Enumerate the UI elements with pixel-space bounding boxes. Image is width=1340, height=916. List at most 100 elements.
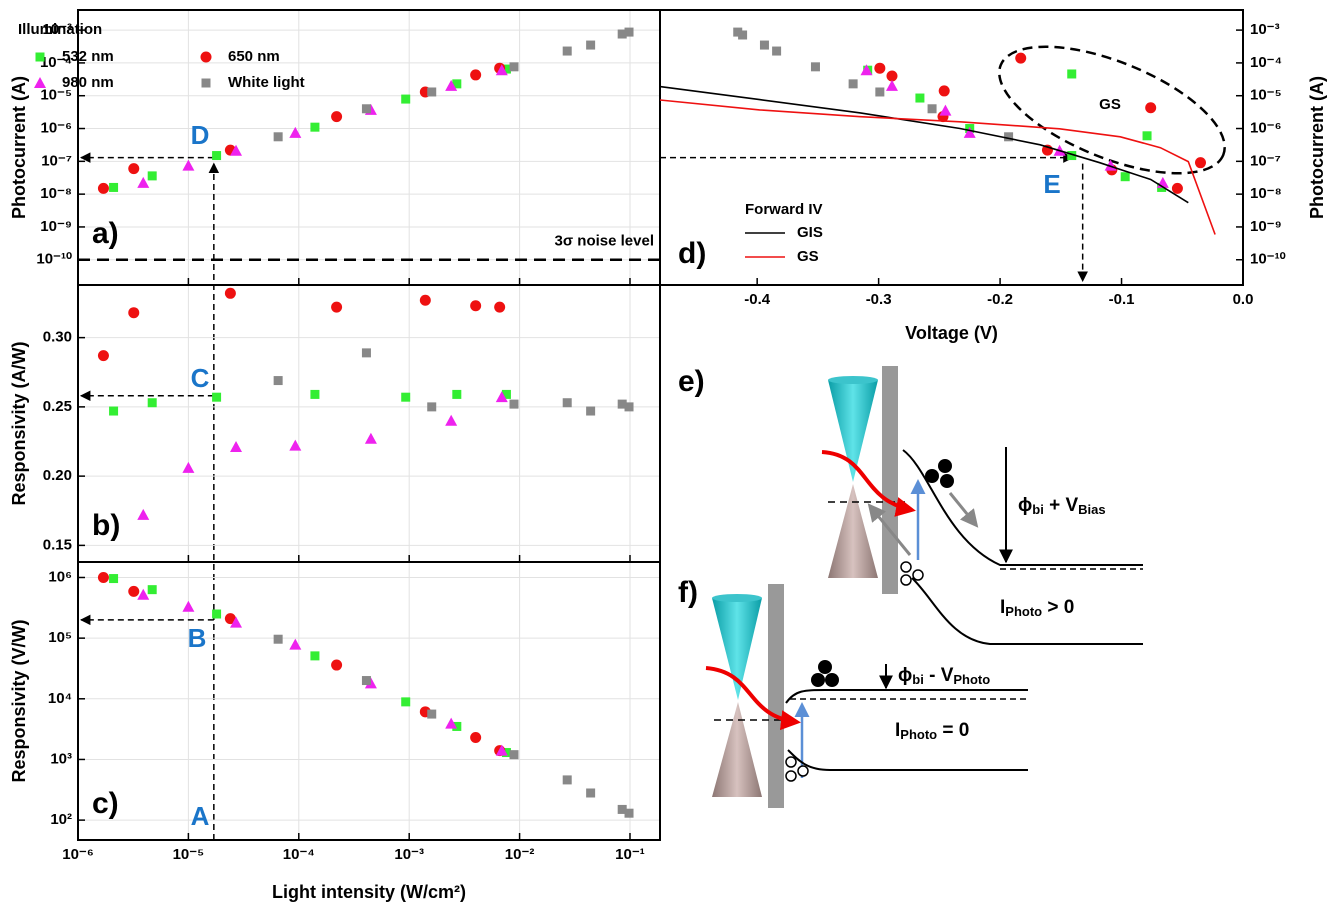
data-point (562, 398, 572, 408)
legend-title: Forward IV (745, 201, 823, 218)
x-tick-label: -0.1 (1109, 291, 1135, 308)
label-part: Photo (953, 672, 990, 687)
data-point (310, 122, 320, 132)
label-part: + V (1044, 495, 1079, 516)
x-tick-label: -0.3 (866, 291, 892, 308)
mirror-cone (828, 484, 878, 578)
data-point (445, 79, 458, 91)
tip-cone (828, 380, 878, 482)
data-point (1067, 151, 1077, 161)
data-point (509, 750, 519, 760)
annotation: D (191, 120, 210, 150)
panel-label: f) (678, 576, 698, 609)
data-point (738, 30, 748, 40)
plot-frame (659, 9, 1244, 286)
band-edge (787, 749, 1028, 771)
label-part: Photo (900, 727, 937, 742)
x-tick-label: 0.0 (1233, 291, 1254, 308)
data-point (182, 159, 195, 171)
y-tick-label: 10³ (50, 750, 72, 767)
y-tick-label: 10⁻⁵ (40, 87, 72, 104)
legend-label: 980 nm (62, 74, 114, 91)
legend-label: GIS (797, 224, 823, 241)
x-tick-label: 10⁻² (505, 846, 535, 863)
data-point (1142, 131, 1152, 141)
electron (938, 459, 952, 473)
data-point (1015, 52, 1027, 64)
data-point (427, 87, 437, 97)
data-point (848, 79, 858, 89)
data-line (659, 99, 1216, 235)
data-point (419, 294, 431, 306)
data-point (562, 775, 572, 785)
data-point (509, 399, 519, 409)
data-point (586, 40, 596, 50)
panel-label: d) (678, 237, 706, 270)
band-edge (785, 689, 1028, 704)
label-part: bi (1032, 502, 1044, 517)
data-point (401, 392, 411, 402)
data-point (137, 176, 150, 188)
data-point (624, 27, 634, 37)
x-axis-title: Light intensity (W/cm²) (272, 882, 466, 902)
data-point (445, 717, 458, 729)
hole (785, 756, 797, 768)
data-point (331, 111, 343, 123)
data-point (617, 399, 627, 409)
data-point (97, 350, 109, 362)
data-point (128, 163, 140, 175)
x-tick-label: 10⁻⁶ (62, 846, 94, 863)
data-point (586, 406, 596, 416)
x-tick-label: 10⁻⁵ (173, 846, 205, 863)
electron (925, 469, 939, 483)
y-tick-label: 0.20 (43, 467, 72, 484)
data-point (182, 600, 195, 612)
data-point (97, 571, 109, 583)
data-point (137, 588, 150, 600)
barrier-label: ϕbi + VBias (1018, 495, 1106, 517)
annotation: C (191, 363, 210, 393)
data-point (182, 461, 195, 473)
y-tick-label: 10⁻⁹ (40, 218, 72, 235)
electron (818, 660, 832, 674)
y-tick-label: 0.25 (43, 398, 72, 415)
cone-top (712, 594, 762, 602)
data-point (224, 613, 236, 625)
data-point (874, 62, 886, 74)
data-point (147, 171, 157, 181)
current-label: IPhoto = 0 (895, 720, 969, 742)
data-point (147, 585, 157, 595)
annotation: E (1043, 169, 1060, 199)
y-tick-label: 10⁻⁶ (1250, 119, 1282, 136)
y-tick-label: 10⁻⁸ (40, 185, 72, 202)
data-point (927, 104, 937, 114)
data-point (273, 634, 283, 644)
data-point (273, 376, 283, 386)
data-point (310, 651, 320, 661)
y-tick-label: 10⁻⁸ (1250, 185, 1282, 202)
data-point (495, 744, 508, 756)
data-point (509, 62, 519, 72)
legend-title: Illumination (18, 21, 102, 38)
y-tick-label: 10⁻¹⁰ (1250, 251, 1286, 268)
x-tick-label: 10⁻¹ (615, 846, 645, 863)
data-point (1004, 132, 1014, 142)
electron (811, 673, 825, 687)
legend-swatch (34, 77, 46, 88)
data-point (617, 804, 627, 814)
data-point (361, 348, 371, 358)
data-point (452, 79, 462, 89)
data-point (860, 64, 873, 76)
data-point (1120, 172, 1130, 182)
data-point (289, 439, 302, 451)
data-point (624, 402, 634, 412)
tunnel-arrow (821, 450, 916, 517)
y-tick-label: 0.15 (43, 536, 72, 553)
legend-label: 532 nm (62, 48, 114, 65)
tip-cone (712, 598, 762, 700)
hole (900, 574, 912, 586)
data-line (659, 85, 1189, 204)
panel-label: a) (92, 217, 119, 250)
data-point (586, 788, 596, 798)
